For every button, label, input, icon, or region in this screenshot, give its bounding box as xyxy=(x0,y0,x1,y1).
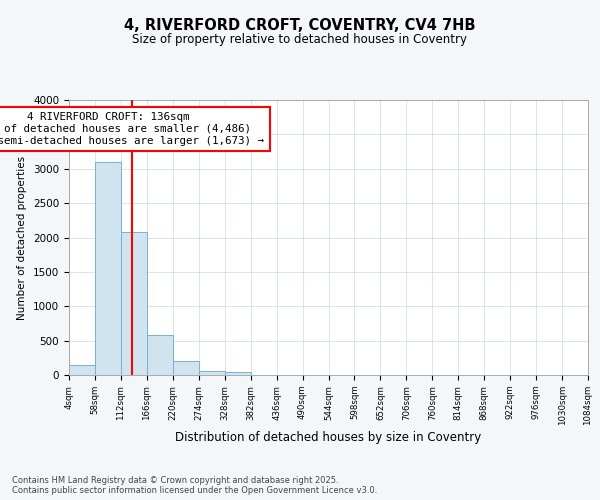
Bar xyxy=(147,335,173,375)
Y-axis label: Number of detached properties: Number of detached properties xyxy=(17,156,28,320)
Text: Size of property relative to detached houses in Coventry: Size of property relative to detached ho… xyxy=(133,32,467,46)
Text: Contains HM Land Registry data © Crown copyright and database right 2025.
Contai: Contains HM Land Registry data © Crown c… xyxy=(12,476,377,495)
X-axis label: Distribution of detached houses by size in Coventry: Distribution of detached houses by size … xyxy=(175,430,482,444)
Bar xyxy=(95,162,121,375)
Bar xyxy=(69,364,95,375)
Bar xyxy=(173,361,199,375)
Bar xyxy=(121,232,147,375)
Text: 4 RIVERFORD CROFT: 136sqm
← 73% of detached houses are smaller (4,486)
27% of se: 4 RIVERFORD CROFT: 136sqm ← 73% of detac… xyxy=(0,112,265,146)
Text: 4, RIVERFORD CROFT, COVENTRY, CV4 7HB: 4, RIVERFORD CROFT, COVENTRY, CV4 7HB xyxy=(124,18,476,32)
Bar xyxy=(225,372,251,375)
Bar xyxy=(199,371,224,375)
